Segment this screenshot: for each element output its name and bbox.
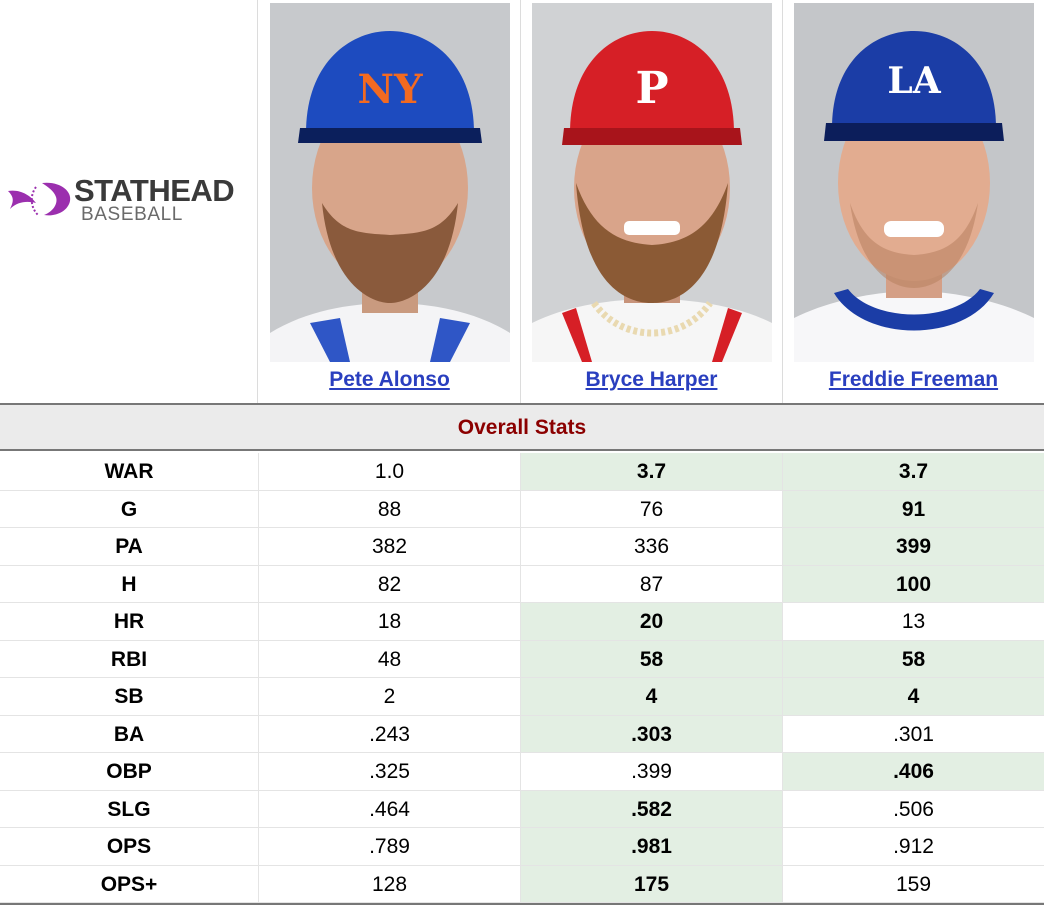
stat-value: 4: [783, 678, 1044, 715]
stat-label: BA: [0, 715, 259, 752]
stathead-baseball-logo[interactable]: STATHEAD BASEBALL: [6, 173, 251, 225]
player-headshot-image: LA: [794, 3, 1034, 362]
player-column-alonso: NY Pete Alonso: [259, 0, 521, 403]
table-bottom-border: [0, 903, 1044, 905]
stat-label: OPS: [0, 828, 259, 865]
stat-value: .582: [521, 790, 783, 827]
player-link-freeman[interactable]: Freddie Freeman: [828, 368, 999, 391]
stat-value: 3.7: [783, 453, 1044, 490]
stat-value: 76: [521, 490, 783, 527]
player-column-harper: P Bryce Harper: [521, 0, 783, 403]
stat-value: .789: [259, 828, 521, 865]
stat-value: .301: [893, 722, 934, 746]
stat-label: SLG: [0, 790, 259, 827]
stat-value: 3.7: [521, 453, 783, 490]
logo-cell: STATHEAD BASEBALL: [0, 0, 258, 403]
stat-value: 175: [521, 865, 783, 902]
stat-label: G: [0, 490, 259, 527]
stats-table: Overall Stats WAR 1.0 3.7 3.7 G 88 76 91 PA 382 33…: [0, 403, 1044, 906]
stat-value: 382: [259, 528, 521, 565]
player-photo-harper: P: [532, 3, 772, 362]
stat-row-h: H 82 87 100: [0, 565, 1044, 603]
stat-row-slg: SLG .464.582 .506: [0, 790, 1044, 828]
stat-label: OBP: [0, 753, 259, 790]
stat-label: OPS+: [0, 865, 259, 902]
baseball-swoosh-icon: [8, 182, 71, 216]
stat-value: .406: [783, 753, 1044, 790]
stats-body: WAR 1.0 3.7 3.7 G 88 76 91 PA 382 336 399 H 82 87 100 HR…: [0, 453, 1044, 905]
stat-value: 91: [783, 490, 1044, 527]
stat-value: 399: [783, 528, 1044, 565]
stat-row-sb: SB 2 4 4: [0, 678, 1044, 716]
stat-label: WAR: [0, 453, 259, 490]
stat-value: 58: [783, 640, 1044, 677]
stat-row-hr: HR 18 20 13: [0, 603, 1044, 641]
stat-label: PA: [0, 528, 259, 565]
stat-value: .325: [259, 753, 521, 790]
stat-value: 100: [783, 565, 1044, 602]
section-title: Overall Stats: [0, 405, 1044, 451]
player-headshot-image: P: [532, 3, 772, 362]
player-link-alonso[interactable]: Pete Alonso: [329, 368, 450, 391]
stat-value: 336: [521, 528, 783, 565]
stat-value: 13: [901, 610, 926, 633]
stat-label: H: [0, 565, 259, 602]
stat-value: 87: [521, 565, 783, 602]
cap-logo-freeman: LA: [887, 60, 941, 102]
stat-value: .243: [259, 715, 521, 752]
stat-value: 18: [259, 603, 521, 640]
stat-value: .303: [521, 715, 783, 752]
stat-value: .912: [893, 835, 934, 858]
stat-row-ba: BA .243.303 .301: [0, 715, 1044, 753]
stat-value: 1.0: [259, 453, 521, 490]
player-headshot-image: NY: [270, 3, 510, 362]
logo-stathead-text: STATHEAD: [74, 173, 235, 208]
stat-row-pa: PA 382 336 399: [0, 528, 1044, 566]
stat-row-rbi: RBI 48 58 58: [0, 640, 1044, 678]
stat-value: 2: [259, 678, 521, 715]
stat-value: 159: [895, 872, 932, 896]
stat-row-obp: OBP .325.399.406: [0, 753, 1044, 791]
player-column-freeman: LA Freddie Freeman: [783, 0, 1044, 403]
cap-logo-alonso: NY: [357, 66, 423, 113]
player-photo-alonso: NY: [270, 3, 510, 362]
stat-value: 88: [259, 490, 521, 527]
stat-value: .399: [521, 753, 783, 790]
stat-row-ops: OPS .789.981 .912: [0, 828, 1044, 866]
player-photo-freeman: LA: [794, 3, 1034, 362]
stat-label: SB: [0, 678, 259, 715]
cap-logo-harper: P: [635, 63, 668, 114]
stat-label: RBI: [0, 640, 259, 677]
table-top-border: [0, 403, 1044, 405]
stat-row-g: G 88 76 91: [0, 490, 1044, 528]
stat-label: HR: [0, 603, 259, 640]
stat-value: 128: [259, 865, 521, 902]
logo-baseball-text: BASEBALL: [81, 204, 183, 225]
stat-value: .464: [259, 790, 521, 827]
player-link-harper[interactable]: Bryce Harper: [585, 368, 718, 391]
stat-value: 48: [259, 640, 521, 677]
player-header-row: STATHEAD BASEBALL NY Pete Alonso: [0, 0, 1044, 403]
stat-value: 20: [521, 603, 783, 640]
stat-row-ops-plus: OPS+ 128 175 159: [0, 865, 1044, 903]
stat-value: .506: [893, 797, 934, 821]
stat-row-war: WAR 1.0 3.7 3.7: [0, 453, 1044, 491]
stat-value: 4: [521, 678, 783, 715]
stat-value: 58: [521, 640, 783, 677]
stat-value: .981: [521, 828, 783, 865]
stat-value: 82: [259, 565, 521, 602]
